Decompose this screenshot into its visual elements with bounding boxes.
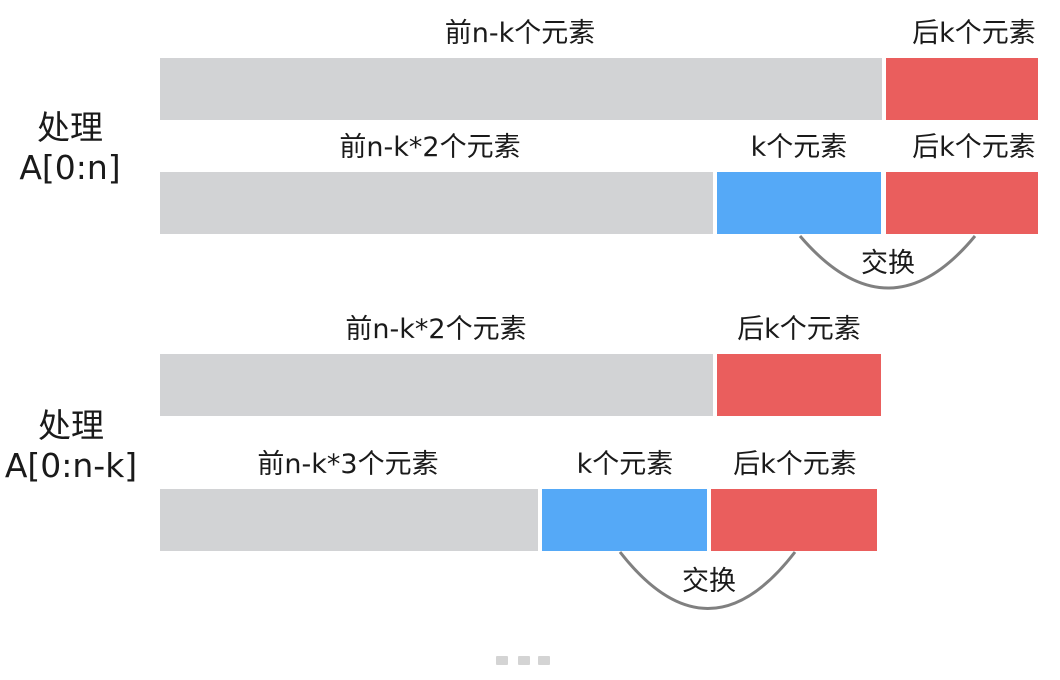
section1-row2-red-label: 后k个元素 [912, 132, 1036, 163]
section2-row2-blue-label: k个元素 [576, 449, 674, 480]
section2-row1-red-block [717, 354, 881, 416]
section1-row2-gray-label: 前n-k*2个元素 [339, 132, 521, 163]
section2-row1-gray-label: 前n-k*2个元素 [345, 314, 527, 345]
section2-row1-red-label: 后k个元素 [737, 314, 861, 345]
section1-row1-gray-block [160, 58, 882, 120]
section2-side-line1: 处理 [38, 406, 104, 445]
section1-row2-blue-label: k个元素 [750, 132, 848, 163]
section2-side-label: 处理 A[0:n-k] [0, 406, 142, 486]
section1-side-label: 处理 A[0:n] [8, 108, 132, 188]
section2-row2-red-label: 后k个元素 [733, 449, 857, 480]
ellipsis-icon [496, 656, 552, 666]
section2-row2-gray-label: 前n-k*3个元素 [257, 449, 439, 480]
section1-row1-red-label: 后k个元素 [912, 18, 1036, 49]
section1-side-line1: 处理 [37, 108, 103, 147]
section2-row2-red-block [711, 489, 877, 551]
section1-swap-label: 交换 [861, 248, 915, 279]
section1-row2-blue-block [717, 172, 881, 234]
section1-side-line2: A[0:n] [19, 148, 121, 187]
section1-row1-red-block [886, 58, 1038, 120]
section1-row1-gray-label: 前n-k个元素 [444, 18, 596, 49]
section1-row2-gray-block [160, 172, 713, 234]
section1-row2-red-block [886, 172, 1038, 234]
section2-swap-label: 交换 [682, 566, 736, 597]
section2-row2-gray-block [160, 489, 538, 551]
section2-side-line2: A[0:n-k] [4, 446, 138, 485]
section2-row1-gray-block [160, 354, 713, 416]
section2-row2-blue-block [542, 489, 707, 551]
